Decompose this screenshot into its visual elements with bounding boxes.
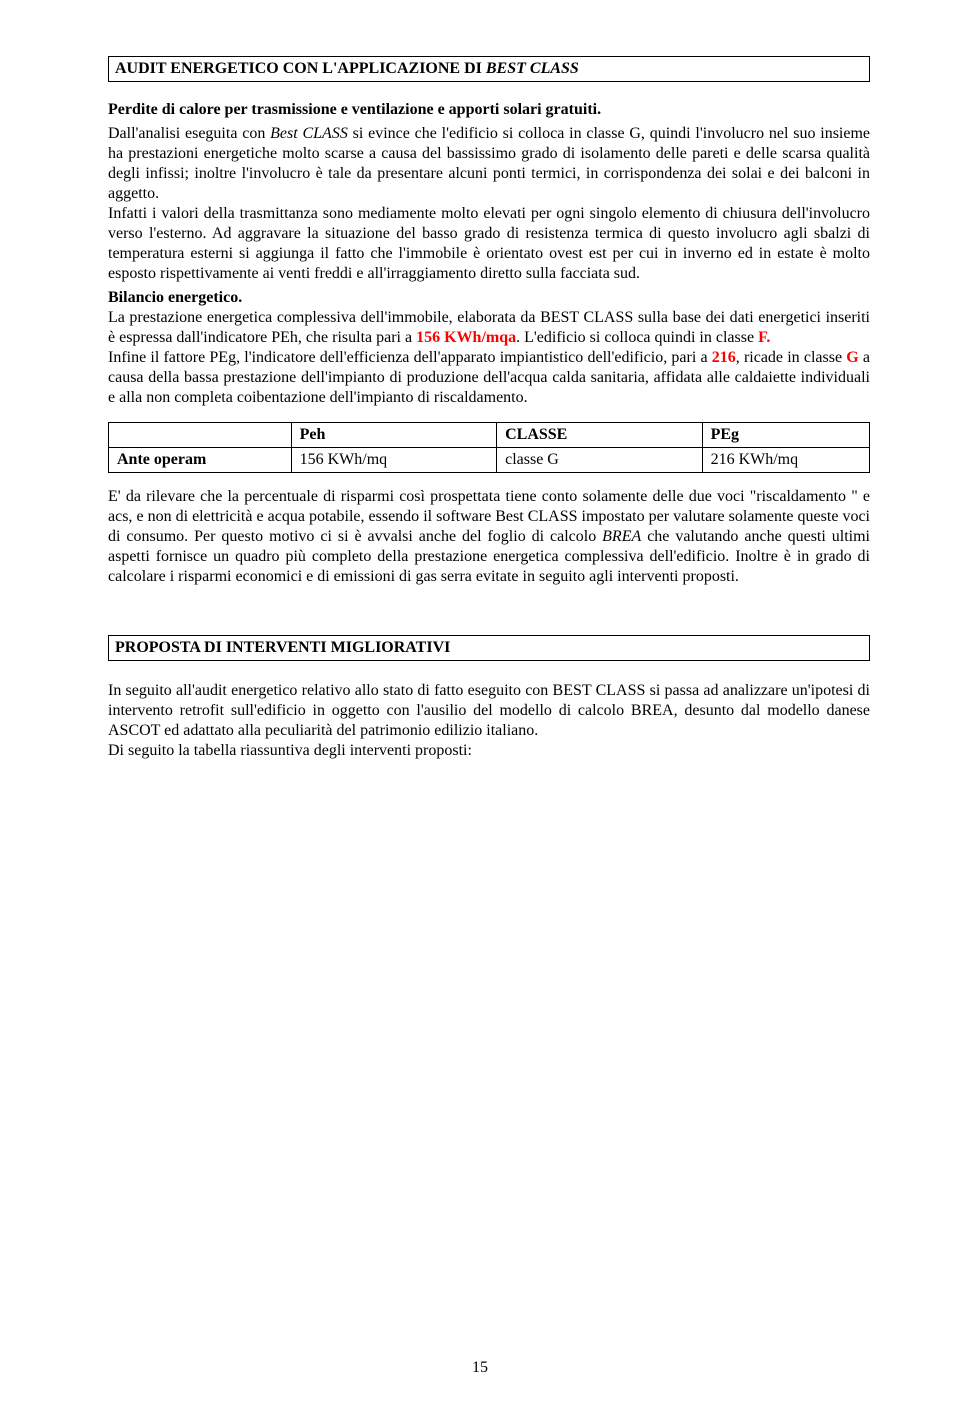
value-classe: F. xyxy=(758,329,770,346)
paragraph-audit: In seguito all'audit energetico relativo… xyxy=(108,681,870,741)
text: . L'edificio si colloca quindi in classe xyxy=(516,329,758,346)
value-classe-g: G xyxy=(846,349,858,366)
td-peg: 216 KWh/mq xyxy=(702,448,869,473)
paragraph-rilevare: E' da rilevare che la percentuale di ris… xyxy=(108,487,870,587)
table-row-header: Peh CLASSE PEg xyxy=(109,423,870,448)
th-peh: Peh xyxy=(291,423,496,448)
table-peh: Peh CLASSE PEg Ante operam 156 KWh/mq cl… xyxy=(108,422,870,473)
td-label: Ante operam xyxy=(109,448,292,473)
section-heading-box-2: PROPOSTA DI INTERVENTI MIGLIORATIVI xyxy=(108,635,870,661)
section-title-prefix: AUDIT ENERGETICO CON L'APPLICAZIONE DI xyxy=(115,60,486,77)
th-peg: PEg xyxy=(702,423,869,448)
text: , ricade in classe xyxy=(736,349,846,366)
text-italic: Best CLASS xyxy=(270,125,348,142)
paragraph-tabella: Di seguito la tabella riassuntiva degli … xyxy=(108,741,870,761)
section-heading-box-1: AUDIT ENERGETICO CON L'APPLICAZIONE DI B… xyxy=(108,56,870,82)
paragraph-analisi: Dall'analisi eseguita con Best CLASS si … xyxy=(108,124,870,204)
text: Dall'analisi eseguita con xyxy=(108,125,270,142)
table-row: Ante operam 156 KWh/mq classe G 216 KWh/… xyxy=(109,448,870,473)
text: Infine il fattore PEg, l'indicatore dell… xyxy=(108,349,712,366)
text-italic: BREA xyxy=(602,528,641,545)
page-number: 15 xyxy=(472,1358,488,1378)
paragraph-trasmittanza: Infatti i valori della trasmittanza sono… xyxy=(108,204,870,284)
paragraph-peh: La prestazione energetica complessiva de… xyxy=(108,308,870,348)
th-empty xyxy=(109,423,292,448)
content-block-1: Perdite di calore per trasmissione e ven… xyxy=(108,100,870,408)
subheading-bilancio: Bilancio energetico. xyxy=(108,288,870,308)
section-heading-1: AUDIT ENERGETICO CON L'APPLICAZIONE DI B… xyxy=(115,59,863,79)
th-classe: CLASSE xyxy=(497,423,702,448)
section-title-italic: BEST CLASS xyxy=(486,60,579,77)
value-peg: 216 xyxy=(712,349,736,366)
value-peh: 156 KWh/mqa xyxy=(416,329,516,346)
td-classe: classe G xyxy=(497,448,702,473)
paragraph-peg: Infine il fattore PEg, l'indicatore dell… xyxy=(108,348,870,408)
td-peh: 156 KWh/mq xyxy=(291,448,496,473)
subheading-perdite: Perdite di calore per trasmissione e ven… xyxy=(108,100,870,120)
section-heading-2: PROPOSTA DI INTERVENTI MIGLIORATIVI xyxy=(115,638,863,658)
